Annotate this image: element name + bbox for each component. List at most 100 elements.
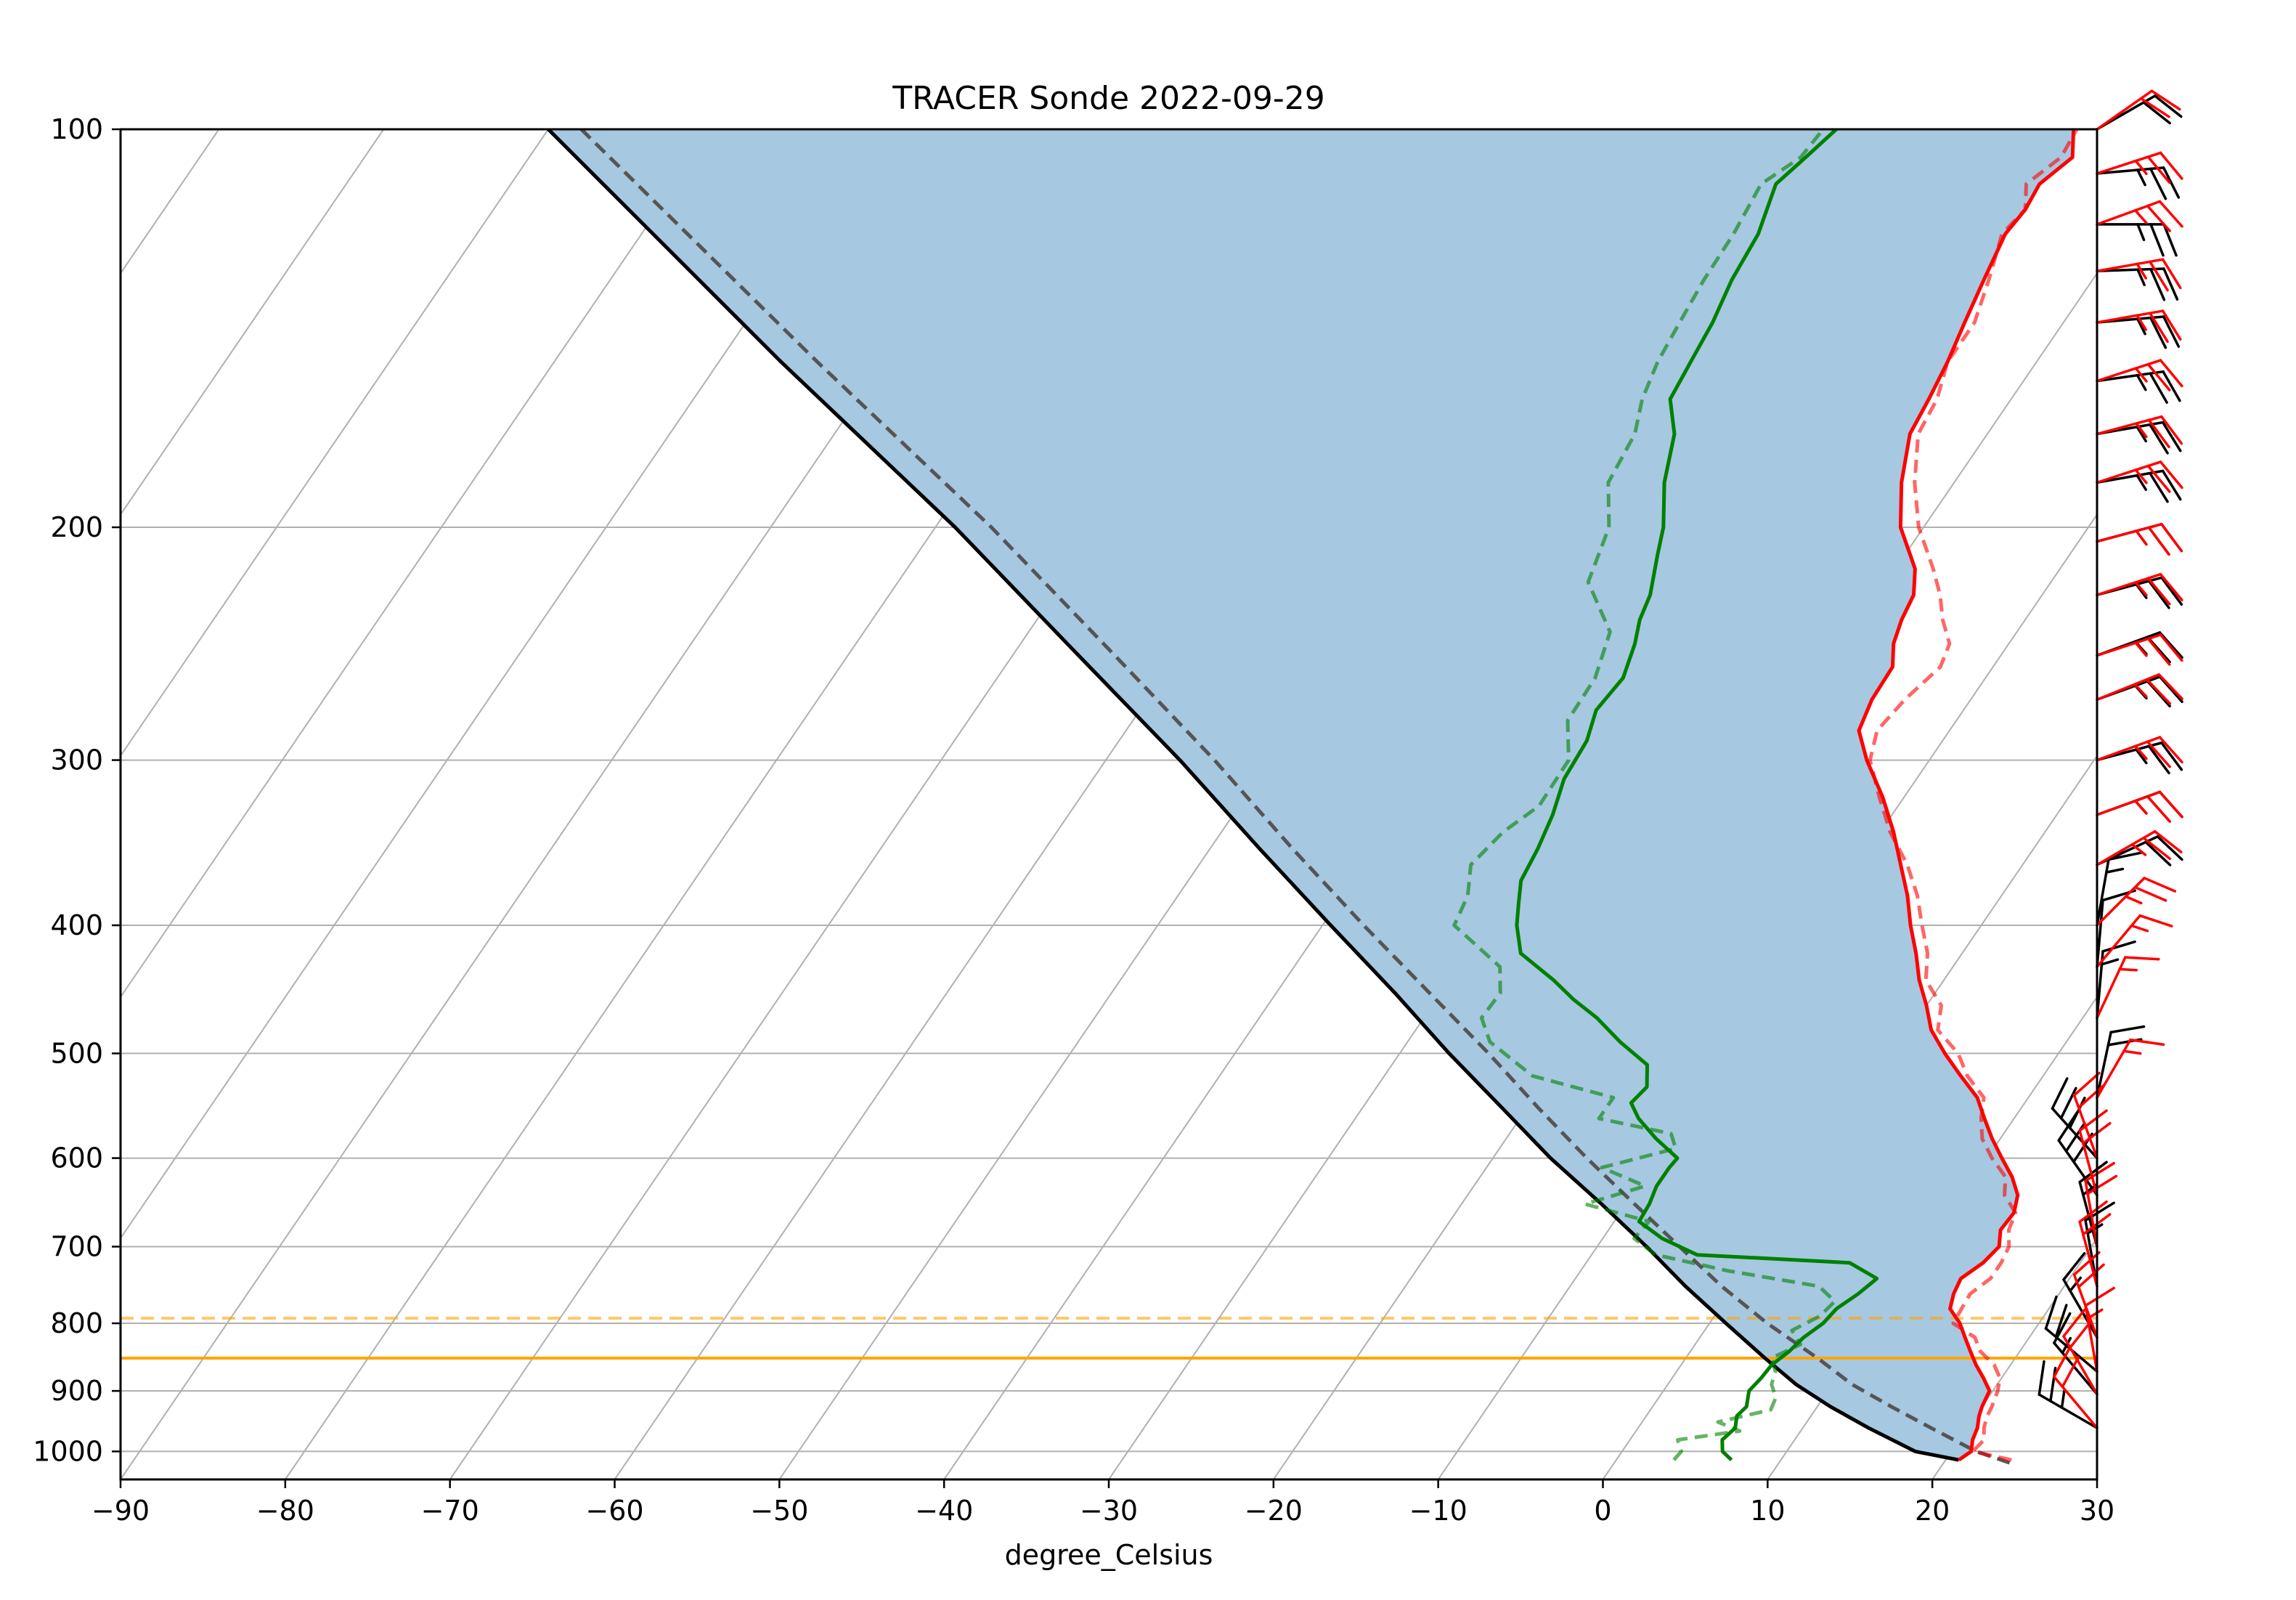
barb-feather <box>2149 267 2166 301</box>
barb-feather <box>2133 885 2167 902</box>
isotherm-line <box>1437 513 2097 1479</box>
isotherm-line <box>121 129 714 999</box>
barb-feather <box>2149 372 2168 404</box>
barb-staff <box>2078 1129 2098 1197</box>
barb-feather <box>2124 956 2160 961</box>
barb-feather <box>2160 522 2183 553</box>
barb-feather <box>2162 370 2181 402</box>
barb-feather <box>2160 415 2183 445</box>
barb-feather <box>2146 155 2171 184</box>
x-tick-label: −60 <box>585 1495 643 1527</box>
barb-half-feather <box>2100 958 2120 966</box>
barb-staff <box>2062 1278 2098 1339</box>
barb-staff <box>2096 200 2162 226</box>
barb-half-feather <box>2118 967 2138 972</box>
x-tick-label: 10 <box>1750 1495 1785 1527</box>
barb-feather <box>2161 469 2182 501</box>
wind-barb-alt <box>2096 956 2160 1020</box>
barb-staff <box>2096 633 2162 657</box>
barb-feather <box>2160 576 2183 606</box>
wind-barb-alt <box>2062 1308 2098 1396</box>
barb-feather <box>2146 362 2171 391</box>
temperature-line <box>1857 129 2076 1462</box>
barb-staff <box>2051 1107 2098 1160</box>
barb-feather <box>2146 795 2171 823</box>
isotherm-line <box>121 129 879 1240</box>
barb-feather <box>2149 223 2165 257</box>
barb-feather <box>2059 1087 2077 1120</box>
barb-staff <box>2096 956 2127 1020</box>
barb-feather <box>2072 1251 2101 1276</box>
barb-staff <box>2062 1335 2098 1396</box>
y-tick-label: 600 <box>50 1142 103 1174</box>
barb-staff <box>2096 258 2165 272</box>
barb-half-feather <box>2133 208 2148 224</box>
y-tick-label: 900 <box>50 1375 103 1407</box>
barb-staff <box>2096 877 2146 927</box>
barb-feather <box>2069 1320 2093 1349</box>
barb-staff <box>2096 415 2163 436</box>
barb-feather <box>2143 877 2177 893</box>
barb-feather <box>2072 1071 2101 1097</box>
barb-feather <box>2138 914 2173 927</box>
barb-feather <box>2157 673 2183 700</box>
x-tick-label: 0 <box>1594 1495 1611 1527</box>
wind-barb-alt <box>2096 790 2183 823</box>
temperature_alt-line <box>1868 129 2079 1462</box>
wind-barb-alt <box>2096 914 2173 968</box>
barb-feather <box>2061 1356 2080 1389</box>
barb-feather <box>2158 790 2183 819</box>
barb-half-feather <box>2134 159 2148 176</box>
barb-feather <box>2062 1251 2086 1281</box>
x-axis: −90 −80 −70 −60 −50 −40 −30 −20 −10 0 10 20 30 <box>91 1479 2114 1527</box>
barb-feather <box>2159 572 2183 601</box>
barb-half-feather <box>2134 581 2148 597</box>
barb-half-feather <box>2134 641 2148 657</box>
x-tick-label: −40 <box>915 1495 973 1527</box>
barb-feather <box>2129 1038 2165 1046</box>
barb-staff <box>2096 858 2110 927</box>
wind-barb-obs <box>2051 1077 2098 1160</box>
wind-barb-alt <box>2096 415 2183 449</box>
cape-area <box>548 129 2074 1461</box>
parcel-line <box>547 129 1960 1462</box>
barb-feather <box>2149 471 2169 503</box>
barb-feather <box>2084 1286 2115 1307</box>
wind-barb-alt <box>2096 829 2183 866</box>
barb-half-feather <box>2105 867 2125 874</box>
barb-half-feather <box>2133 744 2148 760</box>
barb-feather <box>2159 359 2183 388</box>
wind-barb-obs <box>2096 166 2181 200</box>
barb-feather <box>2062 1308 2086 1338</box>
barb-staff <box>2084 1179 2098 1248</box>
barb-staff <box>2096 151 2162 175</box>
barb-staff <box>2096 1031 2112 1100</box>
wind-barb-alt <box>2096 359 2183 391</box>
barb-staff <box>2096 89 2154 131</box>
barb-half-feather <box>2136 426 2147 443</box>
barb-feather <box>2161 421 2182 452</box>
barb-feather <box>2086 1174 2118 1195</box>
barb-feather <box>2142 101 2171 125</box>
wind-barb-alt <box>2096 1038 2165 1100</box>
wind-barb-alt <box>2084 1161 2118 1248</box>
x-tick-label: −70 <box>421 1495 479 1527</box>
barb-half-feather <box>2133 800 2148 815</box>
x-tick-label: 20 <box>1915 1495 1950 1527</box>
wind-barb-alt <box>2096 151 2183 184</box>
barb-feather <box>2149 260 2169 292</box>
barb-feather <box>2109 1025 2146 1034</box>
barb-feather <box>2101 940 2136 953</box>
barb-feather <box>2147 526 2170 556</box>
barb-feather <box>2144 840 2172 866</box>
dewpoint-line <box>1515 129 1879 1462</box>
barb-feather <box>2084 1161 2115 1182</box>
barb-half-feather <box>2122 1049 2142 1055</box>
x-tick-label: −10 <box>1409 1495 1467 1527</box>
barb-feather <box>2156 835 2183 861</box>
barb-half-feather <box>2135 748 2148 765</box>
y-tick-label: 500 <box>50 1037 103 1069</box>
barb-staff <box>2096 166 2165 175</box>
wind-barb-obs <box>2096 851 2143 927</box>
y-tick-label: 800 <box>50 1307 103 1339</box>
